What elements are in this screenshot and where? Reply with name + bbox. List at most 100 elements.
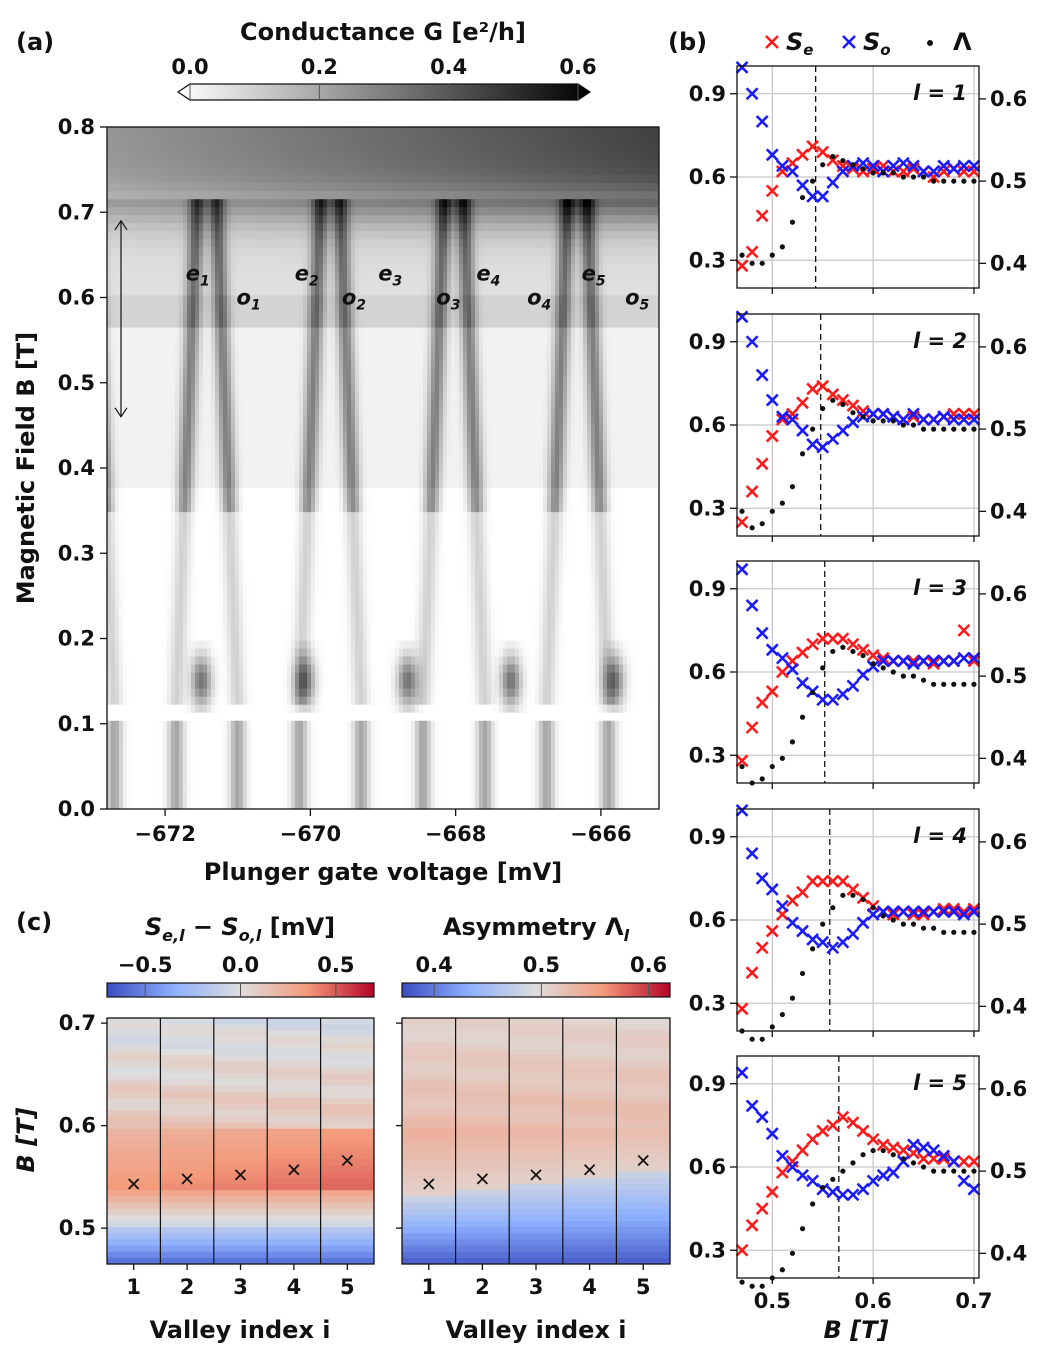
heatmap-a-cell <box>451 231 456 240</box>
heatmap-a-cell <box>163 223 168 232</box>
heatmap-a-cell <box>443 199 448 208</box>
heatmap-a-cell <box>235 311 240 321</box>
heatmap-a-cell <box>283 207 288 216</box>
heatmap-a-cell <box>371 255 376 264</box>
heatmap-a-cell <box>311 303 316 313</box>
heatmap-a-cell <box>295 207 300 216</box>
heatmap-a-cell <box>623 311 628 321</box>
heatmap-a-cell <box>595 343 600 353</box>
heatmap-a-cell <box>603 231 608 240</box>
heatmap-a-cell <box>239 135 244 144</box>
heatmap-a-cell <box>531 311 536 321</box>
heatmap-a-cell <box>631 239 636 248</box>
heatmap-a-cell <box>123 143 128 152</box>
heatmap-a-cell <box>407 263 412 273</box>
heatmap-a-cell <box>559 391 564 401</box>
heatmap-a-cell <box>199 335 204 345</box>
heatmap-a-cell <box>475 335 480 345</box>
heatmap-a-cell <box>235 159 240 168</box>
heatmap-a-cell <box>159 255 164 264</box>
heatmap-a-cell <box>115 151 120 160</box>
heatmap-a-cell <box>647 287 652 297</box>
heatmap-a-cell <box>567 175 572 184</box>
heatmap-a-cell <box>115 135 120 144</box>
heatmap-a-cell <box>299 223 304 232</box>
heatmap-a-cell <box>423 127 428 136</box>
heatmap-a-cell <box>439 159 444 168</box>
heatmap-a-cell <box>187 191 192 200</box>
heatmap-a-cell <box>567 399 572 409</box>
heatmap-a-cell <box>507 255 512 264</box>
heatmap-a-cell <box>255 335 260 345</box>
heatmap-a-cell <box>343 303 348 313</box>
heatmap-a-cell <box>199 311 204 321</box>
heatmap-a-cell <box>199 255 204 264</box>
heatmap-a-cell <box>355 327 360 337</box>
heatmap-a-cell <box>171 383 176 393</box>
heatmap-a-cell <box>423 383 428 393</box>
heatmap-a-cell <box>239 239 244 248</box>
heatmap-a-cell <box>643 143 648 152</box>
heatmap-a-cell <box>515 319 520 329</box>
heatmap-a-cell <box>423 351 428 361</box>
heatmap-a-cell <box>495 135 500 144</box>
heatmap-a-cell <box>635 127 640 136</box>
heatmap-a-cell <box>203 271 208 281</box>
heatmap-a-cell <box>571 263 576 273</box>
heatmap-a-cell <box>591 159 596 168</box>
heatmap-a-cell <box>315 143 320 152</box>
heatmap-a-cell <box>495 199 500 208</box>
heatmap-a-cell <box>143 399 148 409</box>
heatmap-a-cell <box>383 151 388 160</box>
heatmap-a-cell <box>391 191 396 200</box>
heatmap-a-cell <box>283 223 288 232</box>
heatmap-a-cell <box>555 263 560 273</box>
heatmap-a-cell <box>135 399 140 409</box>
heatmap-a-cell <box>167 287 172 297</box>
heatmap-a-cell <box>243 359 248 369</box>
heatmap-a-cell <box>179 327 184 337</box>
heatmap-a-cell <box>631 271 636 281</box>
heatmap-a-cell <box>375 215 380 224</box>
heatmap-a-cell <box>151 335 156 345</box>
heatmap-a-cell <box>583 159 588 168</box>
heatmap-a-cell <box>523 295 528 305</box>
heatmap-a-cell <box>327 295 332 305</box>
heatmap-a-cell <box>171 215 176 224</box>
heatmap-a-cell <box>179 247 184 256</box>
heatmap-a-cell <box>343 167 348 176</box>
heatmap-a-cell <box>383 199 388 208</box>
heatmap-a-cell <box>135 223 140 232</box>
heatmap-a-cell <box>435 319 440 329</box>
heatmap-a-cell <box>435 175 440 184</box>
heatmap-a-cell <box>331 199 336 208</box>
heatmap-a-cell <box>215 375 220 385</box>
heatmap-a-cell <box>147 207 152 216</box>
heatmap-a-cell <box>191 271 196 281</box>
heatmap-a-cell <box>591 399 596 409</box>
heatmap-a-cell <box>247 167 252 176</box>
heatmap-a-cell <box>391 255 396 264</box>
heatmap-a-cell <box>575 383 580 393</box>
heatmap-a-cell <box>447 135 452 144</box>
heatmap-a-cell <box>203 327 208 337</box>
heatmap-a-cell <box>199 143 204 152</box>
heatmap-a-cell <box>607 295 612 305</box>
heatmap-a-cell <box>635 359 640 369</box>
heatmap-a-cell <box>647 279 652 289</box>
heatmap-a-cell <box>259 383 264 393</box>
heatmap-a-cell <box>279 271 284 281</box>
heatmap-a-cell <box>295 367 300 377</box>
heatmap-a-cell <box>467 167 472 176</box>
heatmap-a-cell <box>479 135 484 144</box>
heatmap-a-cell <box>443 295 448 305</box>
heatmap-a-cell <box>559 327 564 337</box>
heatmap-a-cell <box>291 239 296 248</box>
heatmap-a-cell <box>379 135 384 144</box>
heatmap-a-cell <box>639 327 644 337</box>
heatmap-a-cell <box>399 231 404 240</box>
heatmap-a-cell <box>423 287 428 297</box>
heatmap-a-cell <box>271 359 276 369</box>
heatmap-a-cell <box>151 159 156 168</box>
heatmap-a-cell <box>203 359 208 369</box>
